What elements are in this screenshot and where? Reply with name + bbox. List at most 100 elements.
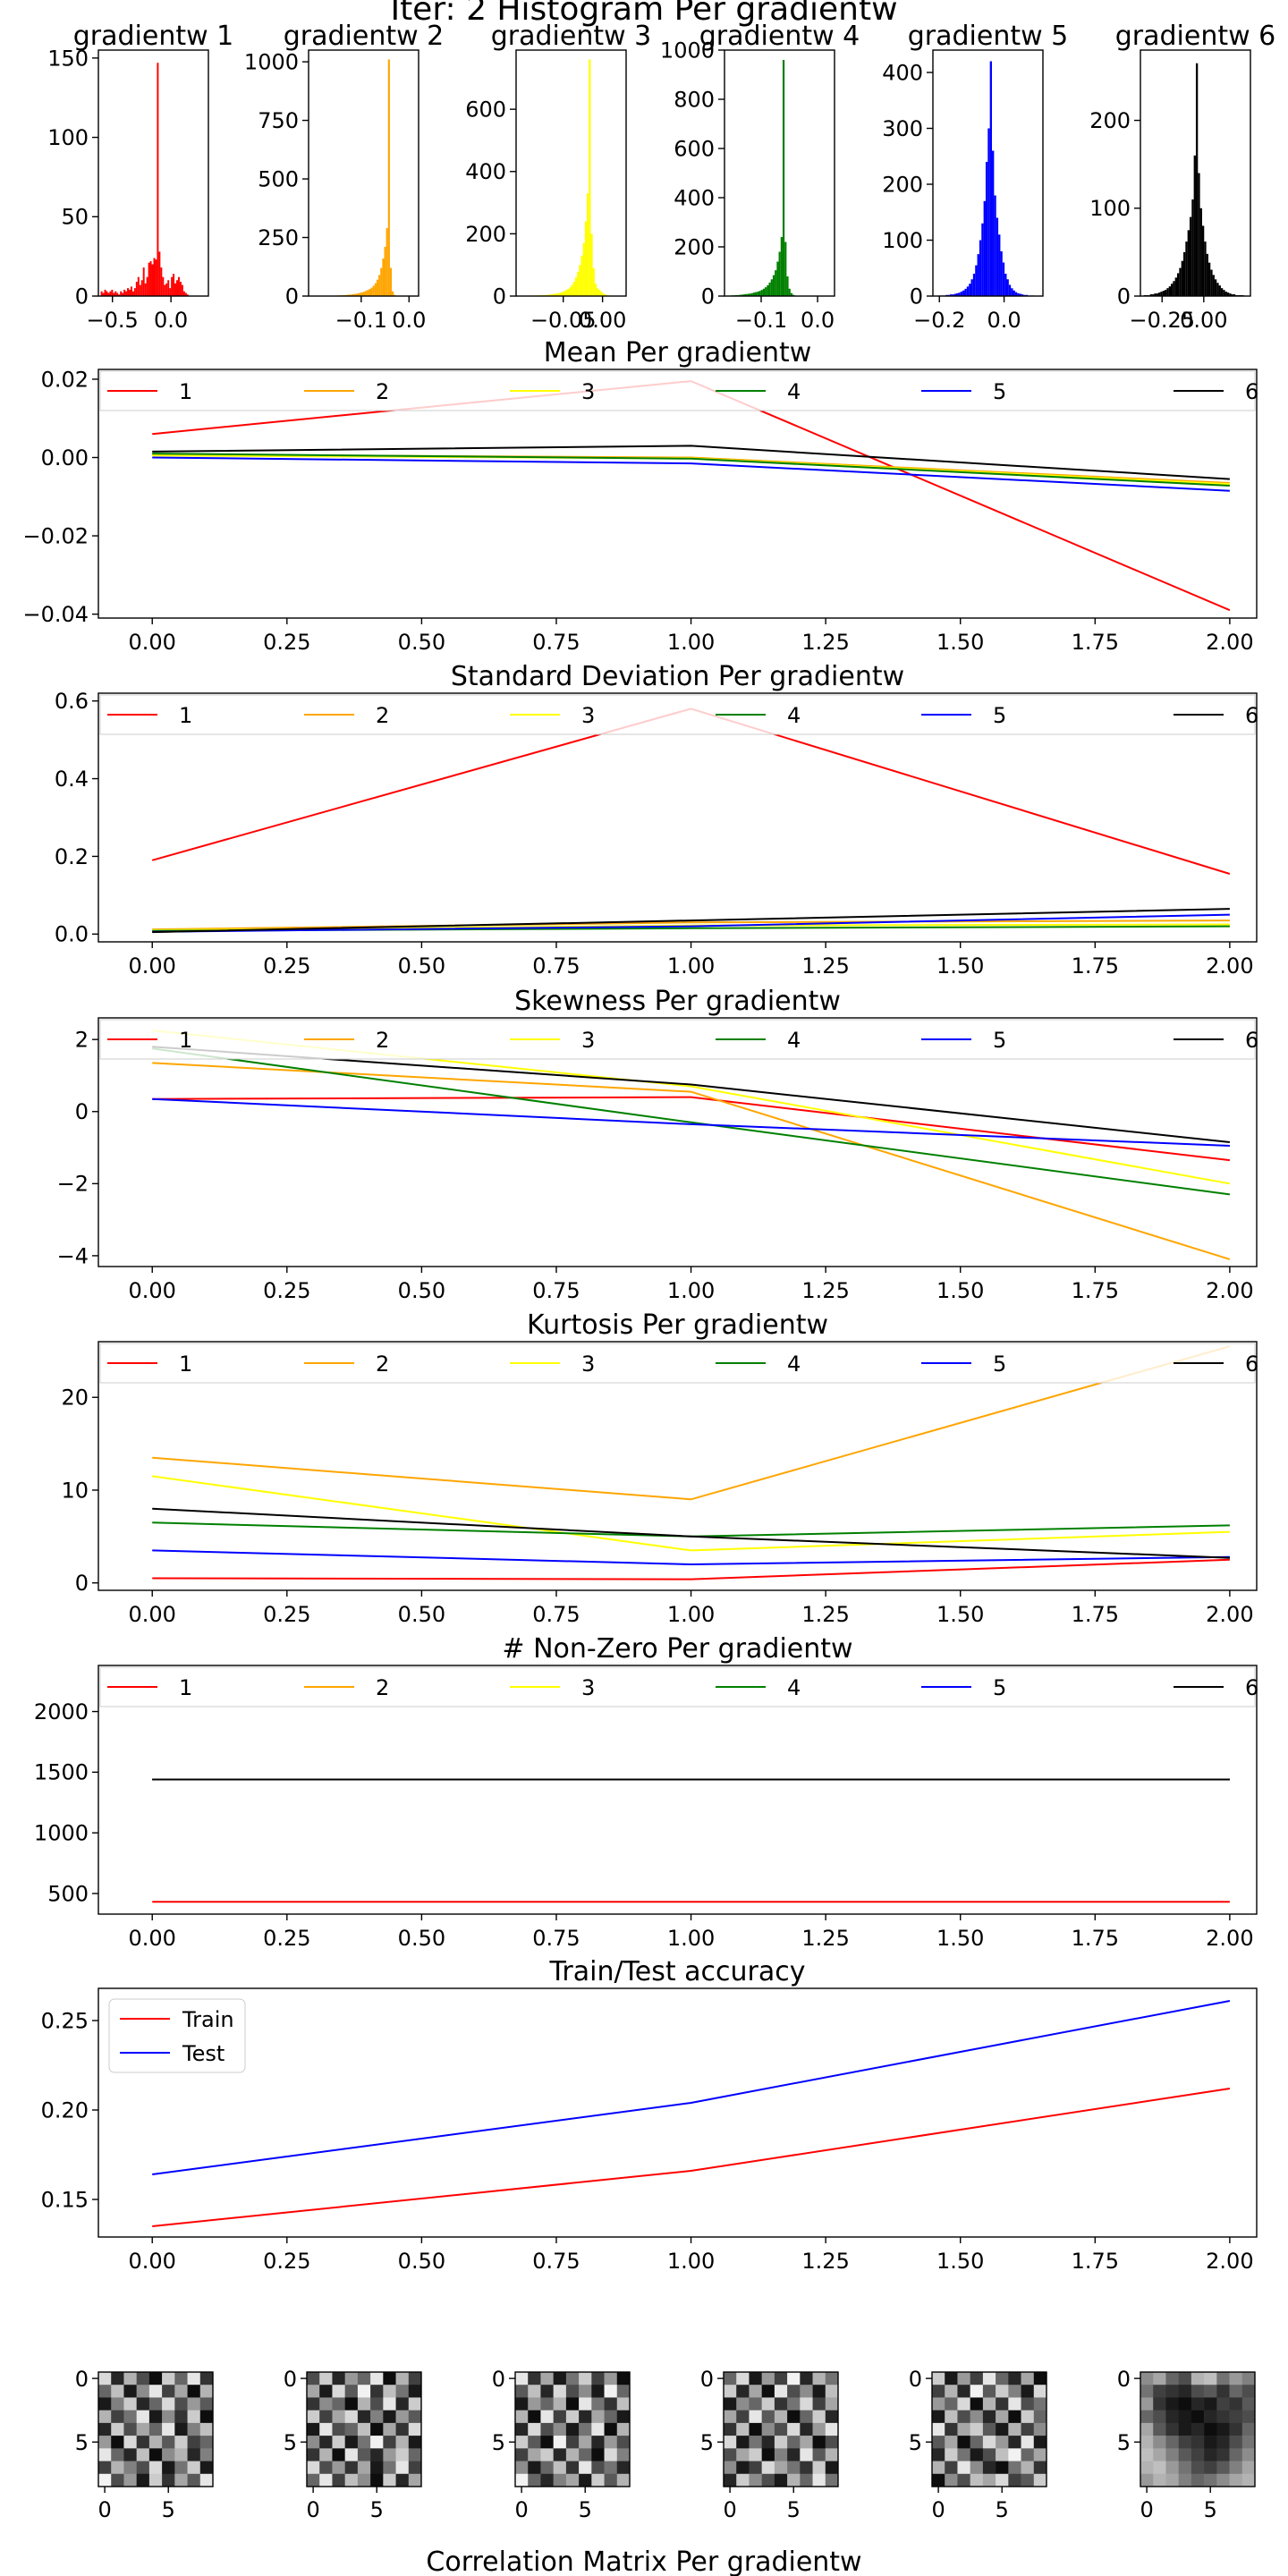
heatmap-cell [307,2410,320,2424]
heatmap-cell [1178,2372,1192,2385]
heatmap-cell [307,2422,320,2436]
y-tick-label: 0 [493,284,506,309]
heatmap-cell [1191,2385,1205,2398]
heatmap-cell [945,2436,958,2449]
histogram-bar [114,291,117,296]
heatmap-cell [736,2461,750,2475]
x-tick-label: 2.00 [1206,953,1253,979]
heatmap-cell [945,2448,958,2462]
histogram-bar [181,284,183,296]
heatmap-cell [579,2461,592,2475]
heatmap-cell [98,2473,112,2487]
histogram-bar [555,293,558,296]
heatmap-cell [344,2385,359,2398]
heatmap-cell [1204,2385,1217,2398]
histogram-bar [762,288,766,296]
heatmap-cell [1229,2448,1243,2462]
histogram-bar [964,288,967,296]
histogram-bar [360,292,363,296]
histogram-bar [1187,230,1190,296]
legend-label: 3 [581,1675,595,1700]
heatmap-cell [604,2436,618,2449]
heatmap-cell [616,2436,631,2449]
histogram-bar [111,289,114,296]
heatmap-cell [579,2422,592,2436]
histogram-bar [972,274,976,296]
heatmap-cell [553,2461,567,2475]
heatmap-cell [395,2436,410,2449]
heatmap-cell [970,2473,984,2487]
x-tick-label: 0.25 [263,953,310,979]
heatmap-cell [199,2436,214,2449]
heatmap-cell [825,2372,839,2385]
y-tick-label: 0 [75,1571,89,1596]
figure-suptitle: Iter: 2 Histogram Per gradientw [390,0,897,28]
heatmap-cell [970,2385,984,2398]
heatmap-cell [1204,2436,1217,2449]
x-tick-label: 1.25 [801,1926,849,1951]
heatmap-cell [982,2372,996,2385]
x-tick-label: 1.75 [1072,953,1119,979]
heatmap-cell [307,2397,320,2411]
heatmap-cell [344,2473,359,2487]
histogram-bar [557,292,560,296]
heatmap-cell [1216,2385,1230,2398]
heatmap-cell [774,2436,788,2449]
heatmap-cell [774,2372,788,2385]
legend-label: 1 [179,1675,192,1700]
heatmap-cell [825,2448,839,2462]
y-tick-label: 0 [909,2367,922,2392]
y-tick-label: 5 [284,2430,297,2455]
y-tick-label: 0 [1117,284,1131,309]
heatmap-cell [812,2422,826,2436]
histogram-bar [392,291,394,296]
heatmap-cell [123,2422,137,2436]
heatmap-cell [553,2422,567,2436]
legend: 1 2 3 4 5 6 [99,1019,1258,1060]
histogram-bar [151,264,154,296]
histogram-bar [1231,294,1233,296]
legend-box [108,1998,246,2073]
heatmap-cell [812,2372,826,2385]
legend-label: 5 [993,1675,1006,1700]
histogram-bar [1019,293,1021,296]
heatmap-cell [528,2385,541,2398]
chart-title: # Non-Zero Per gradientw [502,1633,852,1665]
histogram-bar [758,291,761,296]
heatmap-cell [1229,2436,1243,2449]
heatmap-cell [98,2372,112,2385]
x-tick-label: 1.00 [667,1602,715,1627]
y-tick-label: 100 [1089,196,1131,221]
heatmap-cell [996,2372,1009,2385]
heatmap-cell [932,2436,945,2449]
heatmap-cell [1229,2397,1243,2411]
heatmap-cell [344,2448,359,2462]
y-tick-label: −2 [57,1172,89,1197]
axes-frame [306,2371,422,2487]
heatmap-cell [515,2385,529,2398]
histogram-bar [590,233,593,296]
heatmap-cell [591,2461,605,2475]
histogram-bar [983,200,986,296]
heatmap-cell [123,2372,137,2385]
heatmap-cell [187,2422,201,2436]
heatmap-cell [970,2372,984,2385]
heatmap-cell [199,2410,214,2424]
heatmap-cell [774,2385,788,2398]
x-tick-label: 1.00 [667,1278,715,1303]
histogram-bar [120,291,123,296]
heatmap-cell [1216,2410,1230,2424]
heatmap-cell [319,2448,333,2462]
heatmap-cell [565,2410,580,2424]
heatmap-cell [1191,2436,1205,2449]
histogram-bar [563,291,565,296]
heatmap-cell [825,2385,839,2398]
histogram-bar [755,292,758,296]
heatmap-cell [982,2473,996,2487]
x-tick-label: 0.75 [532,1278,580,1303]
x-tick-label: 2.00 [1206,1926,1253,1951]
correlation-matrix-row: 0 5 0 5 0 5 0 5 0 5 0 5 0 5 0 5 0 5 0 5 0 5 0 5 [75,2367,1256,2522]
heatmap-cell [199,2385,214,2398]
heatmap-cell [162,2410,175,2424]
heatmap-cell [1241,2436,1256,2449]
